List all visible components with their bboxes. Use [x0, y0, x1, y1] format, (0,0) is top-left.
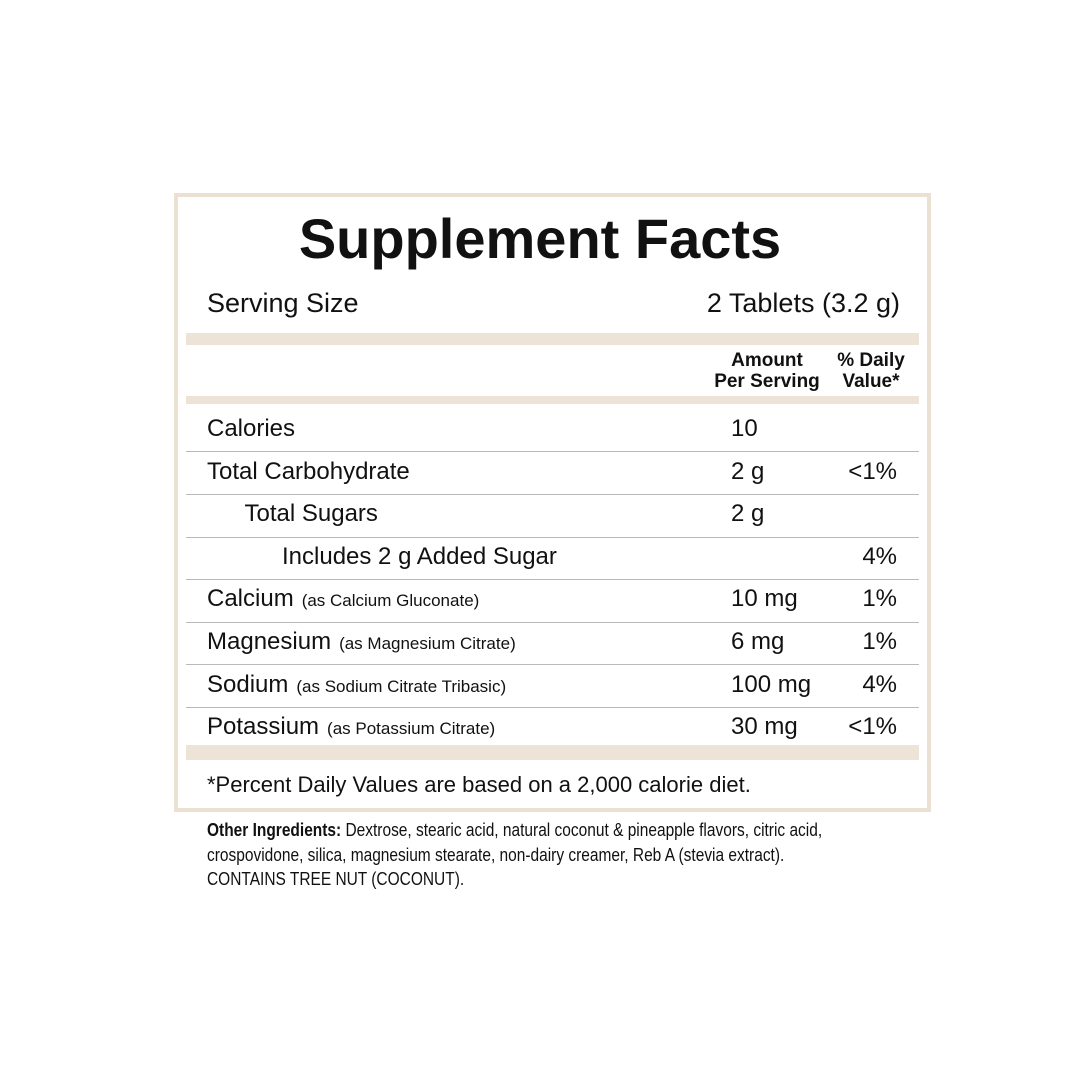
- divider-bar: [186, 396, 919, 404]
- nutrient-source: (as Calcium Gluconate): [301, 591, 480, 611]
- nutrient-name: Calories: [207, 415, 296, 442]
- ingredients-line: CONTAINS TREE NUT (COCONUT).: [207, 869, 464, 890]
- nutrient-name: Total Carbohydrate: [207, 457, 410, 485]
- nutrient: Total Carbohydrate: [207, 458, 410, 486]
- nutrient-name: Sodium: [207, 670, 289, 698]
- amount: 30 mg: [731, 713, 798, 741]
- ingredients-line: crospovidone, silica, magnesium stearate…: [207, 845, 784, 866]
- ingredients-text: CONTAINS TREE NUT (COCONUT).: [207, 869, 465, 889]
- daily-value: 4%: [862, 670, 897, 698]
- nutrient: Includes 2 g Added Sugar: [282, 543, 557, 571]
- serving-value: 2 Tablets (3.2 g): [706, 288, 900, 318]
- row-separator: [186, 494, 919, 495]
- amount: 10 mg: [731, 585, 798, 613]
- nutrient: Sodium (as Sodium Citrate Tribasic): [207, 671, 506, 699]
- row-separator: [186, 537, 919, 538]
- row-separator: [186, 622, 919, 623]
- daily-value: 4%: [862, 542, 897, 570]
- header-line: Per Serving: [714, 371, 820, 392]
- nutrient-name: Total Sugars: [244, 500, 378, 528]
- serving-label: Serving Size: [207, 288, 359, 318]
- ingredients-text: crospovidone, silica, magnesium stearate…: [207, 844, 785, 865]
- footnote: *Percent Daily Values are based on a 2,0…: [207, 772, 751, 797]
- row-separator: [186, 451, 919, 452]
- daily-value: <1%: [848, 457, 897, 485]
- amount: 6 mg: [731, 628, 785, 655]
- amount: 2 g: [731, 500, 765, 528]
- daily-value: <1%: [848, 713, 897, 741]
- amount: 2 g: [731, 457, 765, 485]
- nutrient: Magnesium (as Magnesium Citrate): [207, 628, 516, 656]
- row-separator: [186, 579, 919, 580]
- divider-bar: [186, 333, 919, 345]
- facts-panel: [174, 193, 931, 812]
- title: Supplement Facts: [298, 207, 782, 270]
- header-line: Amount: [731, 350, 803, 371]
- dv-header: % Daily Value*: [826, 350, 916, 392]
- ingredients-text: Dextrose, stearic acid, natural coconut …: [341, 820, 823, 840]
- ingredients-label: Other Ingredients:: [207, 820, 342, 840]
- row-separator: [186, 707, 919, 708]
- nutrient-name: Includes 2 g Added Sugar: [282, 542, 557, 570]
- nutrient-source: (as Potassium Citrate): [327, 719, 496, 739]
- header-line: % Daily: [837, 350, 905, 371]
- nutrient-source: (as Magnesium Citrate): [339, 634, 516, 653]
- nutrient: Potassium (as Potassium Citrate): [207, 713, 495, 741]
- ingredients-line: Other Ingredients: Dextrose, stearic aci…: [207, 820, 822, 841]
- nutrient-name: Potassium: [207, 713, 320, 741]
- header-line: Value*: [842, 371, 900, 392]
- nutrient-name: Calcium: [207, 585, 294, 613]
- amount: 10: [731, 415, 758, 442]
- nutrient: Calcium (as Calcium Gluconate): [207, 585, 479, 613]
- amount-header: Amount Per Serving: [707, 350, 827, 392]
- divider-bar: [186, 745, 919, 760]
- daily-value: 1%: [862, 585, 897, 613]
- nutrient-name: Magnesium: [207, 628, 332, 655]
- row-separator: [186, 664, 919, 665]
- nutrient-source: (as Sodium Citrate Tribasic): [296, 676, 507, 696]
- amount: 100 mg: [731, 670, 812, 698]
- nutrient: Total Sugars: [245, 500, 378, 528]
- nutrient: Calories: [207, 415, 295, 443]
- daily-value: 1%: [862, 628, 897, 655]
